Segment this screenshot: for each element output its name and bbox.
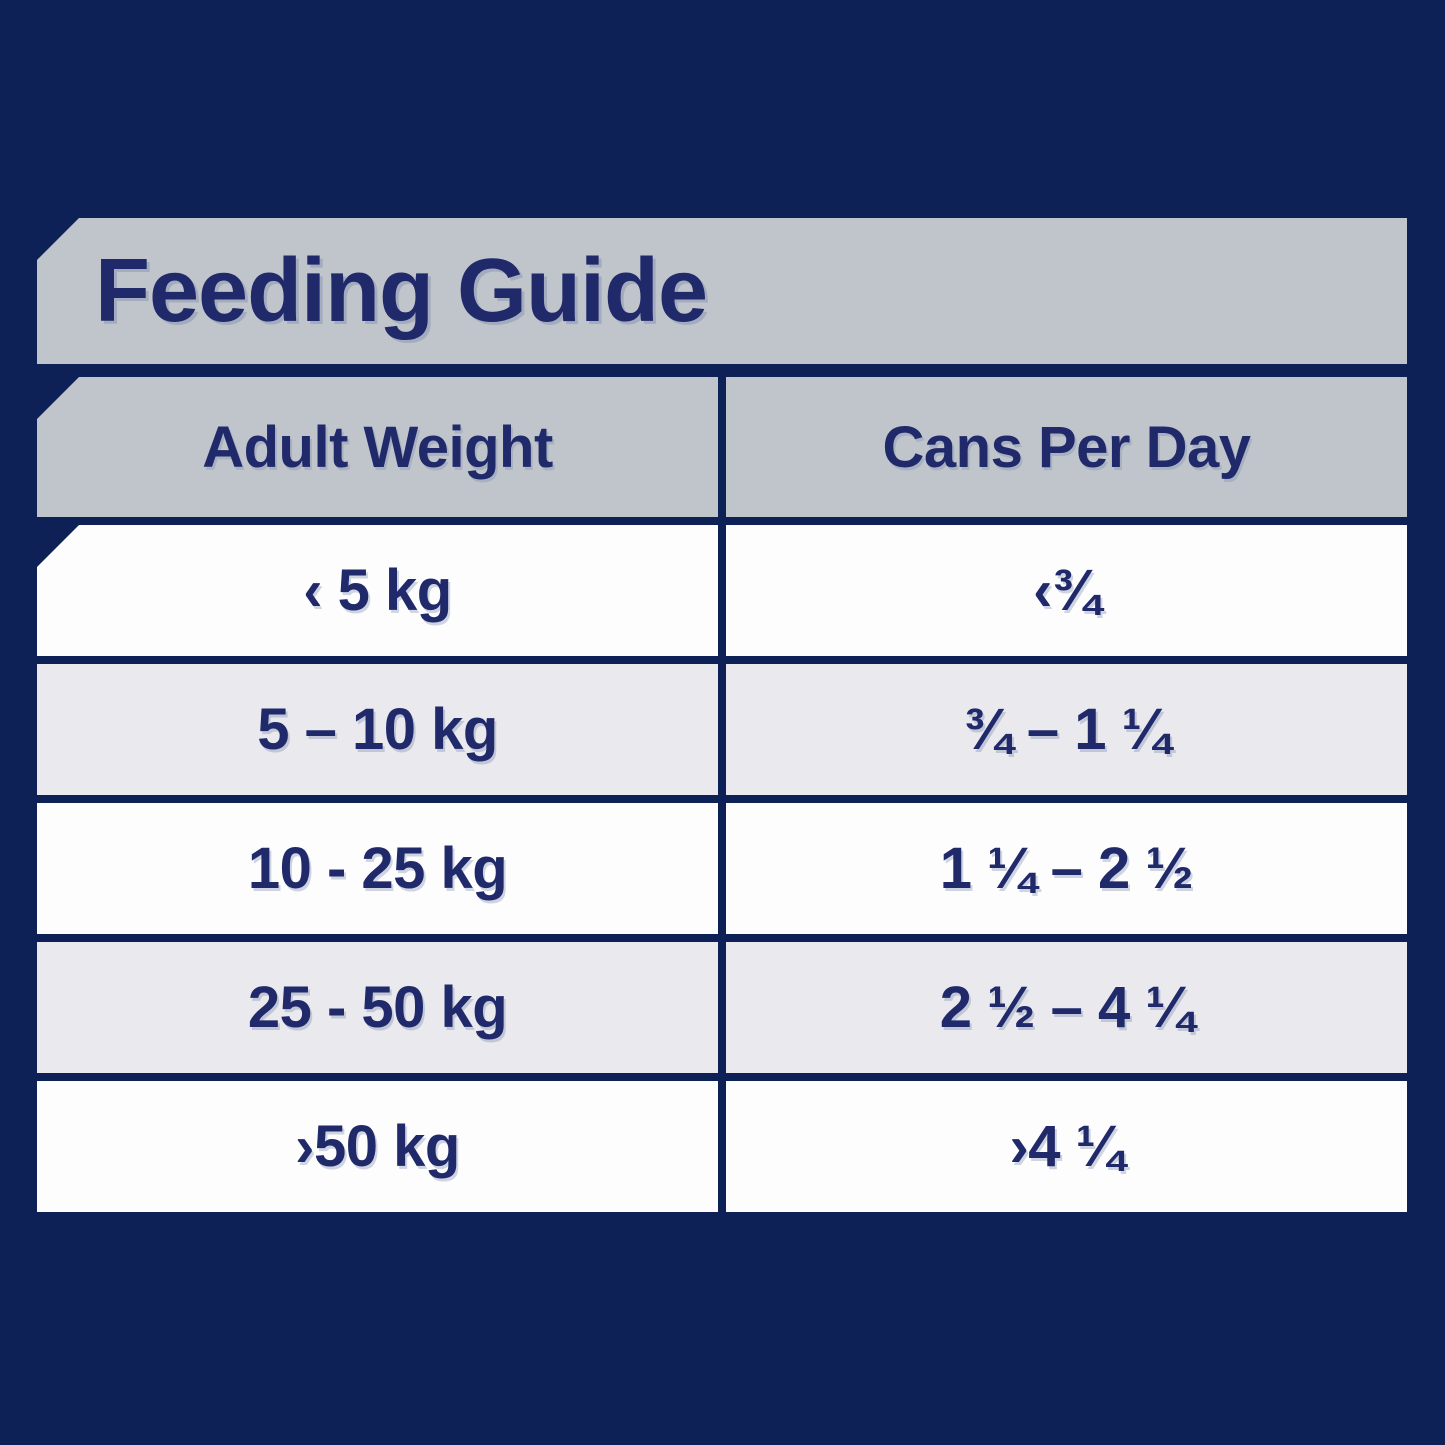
column-header-cans-per-day: Cans Per Day: [726, 377, 1407, 517]
content-panel: Feeding Guide Adult Weight Cans Per Day …: [37, 218, 1407, 1212]
cans-cell: ‹¾: [726, 525, 1407, 656]
weight-cell: 5 – 10 kg: [37, 664, 718, 795]
title-banner: Feeding Guide: [37, 218, 1407, 364]
weight-cell: ›50 kg: [37, 1081, 718, 1212]
cans-cell: ›4 ¼: [726, 1081, 1407, 1212]
feeding-table: Adult Weight Cans Per Day ‹ 5 kg ‹¾ 5 – …: [37, 377, 1407, 1212]
cans-cell: ¾ – 1 ¼: [726, 664, 1407, 795]
weight-cell: 25 - 50 kg: [37, 942, 718, 1073]
cans-cell: 1 ¼ – 2 ½: [726, 803, 1407, 934]
page-title: Feeding Guide: [95, 240, 708, 341]
weight-cell: 10 - 25 kg: [37, 803, 718, 934]
weight-cell: ‹ 5 kg: [37, 525, 718, 656]
cans-cell: 2 ½ – 4 ¼: [726, 942, 1407, 1073]
column-header-adult-weight: Adult Weight: [37, 377, 718, 517]
